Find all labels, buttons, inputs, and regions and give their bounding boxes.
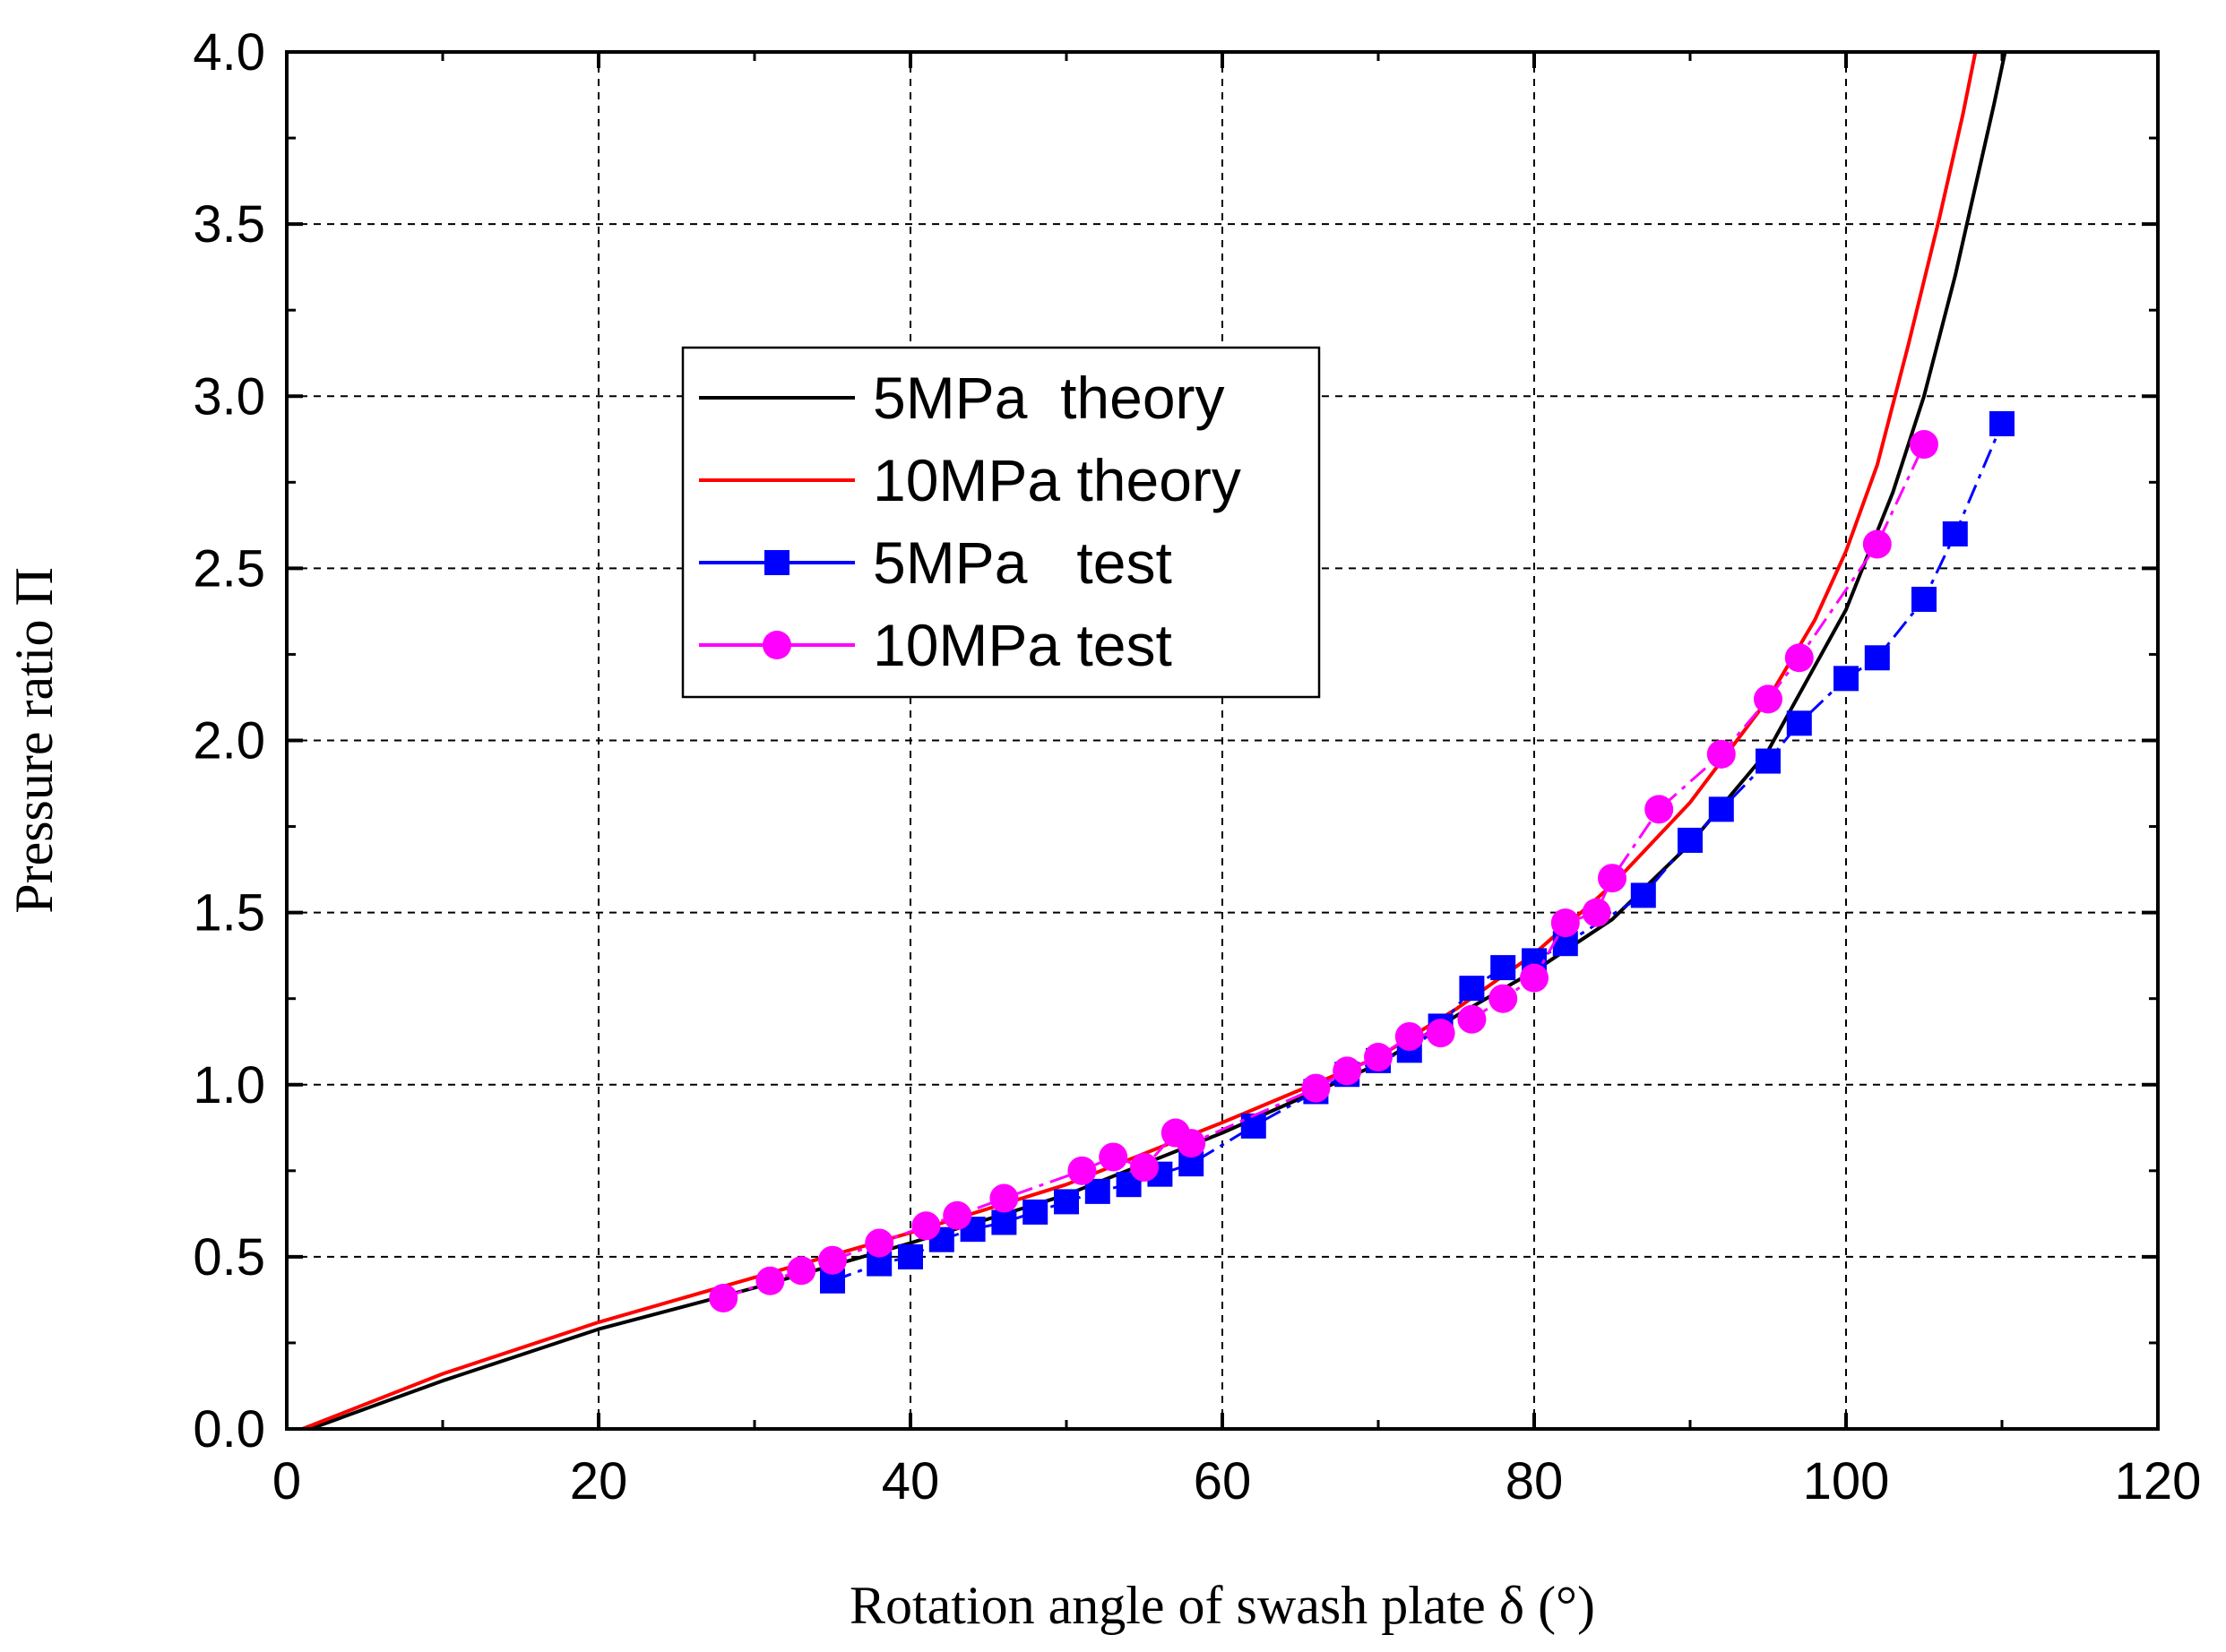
series-3 xyxy=(709,430,1938,1312)
series-layer xyxy=(301,51,2015,1431)
x-tick-label: 100 xyxy=(1803,1452,1890,1510)
data-point xyxy=(1862,529,1892,559)
data-point xyxy=(1833,666,1859,692)
data-point xyxy=(818,1245,847,1275)
data-point xyxy=(755,1266,785,1295)
y-tick-label: 0.0 xyxy=(193,1400,265,1458)
data-point xyxy=(1426,1019,1455,1048)
plot-frame xyxy=(285,50,2160,1431)
y-tick-label: 3.0 xyxy=(193,367,265,426)
x-tick-label: 80 xyxy=(1506,1452,1564,1510)
data-point xyxy=(709,1283,738,1312)
y-tick-labels: 0.0 0.5 1.0 1.5 2.0 2.5 3.0 3.5 4.0 xyxy=(193,23,265,1458)
data-point xyxy=(991,1209,1017,1235)
data-point xyxy=(787,1256,816,1286)
x-axis-title: Rotation angle of swash plate δ (°) xyxy=(850,1576,1595,1635)
legend-entry: 10MPa test xyxy=(699,612,1172,678)
y-tick-label: 3.5 xyxy=(193,195,265,254)
y-tick-label: 1.0 xyxy=(193,1056,265,1114)
x-tick-label: 120 xyxy=(2115,1452,2202,1510)
data-point xyxy=(911,1211,941,1241)
data-point xyxy=(1394,1021,1424,1051)
data-point xyxy=(1708,796,1734,822)
data-point xyxy=(1756,748,1781,774)
legend-label: 10MPa test xyxy=(873,612,1172,678)
legend-label: 5MPa test xyxy=(873,529,1172,596)
data-point xyxy=(1864,645,1890,671)
grid-lines xyxy=(287,52,2158,1429)
data-point xyxy=(1678,827,1703,853)
y-tick-label: 2.0 xyxy=(193,712,265,770)
x-tick-label: 0 xyxy=(272,1452,301,1510)
data-point xyxy=(1550,908,1580,938)
y-tick-label: 0.5 xyxy=(193,1228,265,1286)
data-point xyxy=(1706,739,1736,769)
data-point xyxy=(1490,955,1516,981)
data-point xyxy=(1754,684,1782,714)
y-tick-label: 1.5 xyxy=(193,884,265,942)
data-point xyxy=(1099,1142,1128,1172)
x-tick-label: 20 xyxy=(570,1452,628,1510)
data-point xyxy=(1240,1113,1266,1139)
legend-swatch-marker xyxy=(763,631,791,659)
data-point xyxy=(1598,864,1626,893)
data-point xyxy=(1784,643,1814,673)
data-point xyxy=(1333,1056,1362,1086)
data-point xyxy=(1054,1189,1079,1215)
x-tick-labels: 0 20 40 60 80 100 120 xyxy=(272,1452,2202,1510)
data-point xyxy=(1911,586,1937,612)
x-tick-label: 40 xyxy=(882,1452,940,1510)
legend-swatch-marker xyxy=(764,550,789,575)
y-axis-title: Pressure ratio Π xyxy=(4,567,64,914)
legend-label: 10MPa theory xyxy=(873,447,1241,513)
data-point xyxy=(865,1228,894,1258)
legend-box xyxy=(681,346,1321,699)
data-point xyxy=(1630,882,1656,908)
data-point xyxy=(1644,795,1674,824)
x-tick-label: 60 xyxy=(1194,1452,1252,1510)
data-point xyxy=(943,1200,972,1230)
legend-entries: 5MPa theory 10MPa theory 5MPa test 10MPa te… xyxy=(699,365,1241,678)
legend-entry: 5MPa test xyxy=(699,529,1172,596)
y-tick-label: 2.5 xyxy=(193,539,265,598)
legend-label: 5MPa theory xyxy=(873,365,1225,431)
data-point xyxy=(1364,1043,1393,1072)
data-point xyxy=(1942,521,1968,546)
data-point xyxy=(1582,898,1611,927)
data-point xyxy=(898,1243,923,1269)
data-point xyxy=(1177,1129,1206,1158)
data-point xyxy=(1457,1004,1487,1034)
data-point xyxy=(1130,1152,1159,1182)
legend-entry: 10MPa theory xyxy=(699,447,1241,513)
data-point xyxy=(1301,1073,1331,1103)
y-tick-label: 4.0 xyxy=(193,23,265,82)
data-point xyxy=(1459,976,1485,1002)
data-point xyxy=(1989,410,2015,436)
data-point xyxy=(1022,1199,1048,1225)
data-point xyxy=(989,1183,1019,1213)
data-point xyxy=(1488,984,1518,1013)
data-point xyxy=(1786,710,1812,736)
legend-entry: 5MPa theory xyxy=(699,365,1225,431)
data-point xyxy=(1520,963,1549,993)
data-point xyxy=(1067,1156,1097,1185)
legend: 5MPa theory 10MPa theory 5MPa test 10MPa te… xyxy=(681,346,1321,699)
data-point xyxy=(1910,430,1938,460)
